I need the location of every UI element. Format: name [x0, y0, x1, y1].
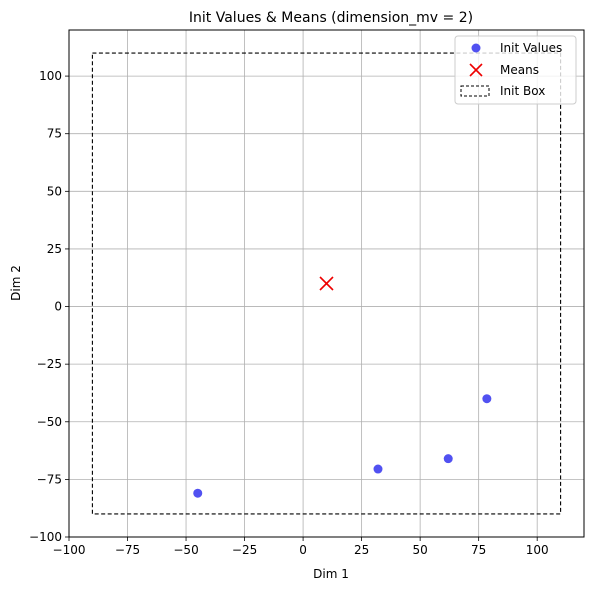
- init-value-point: [193, 488, 203, 498]
- legend-init-box-label: Init Box: [500, 84, 545, 98]
- x-tick-label: 50: [412, 543, 427, 557]
- grid: [68, 30, 584, 538]
- plot-frame: [68, 29, 585, 538]
- legend-init-box-marker: [460, 85, 490, 97]
- x-tick-label: −25: [232, 543, 257, 557]
- y-tick-label: −50: [37, 415, 62, 429]
- y-tick-label: 50: [47, 184, 62, 198]
- legend-means-label: Means: [500, 63, 539, 77]
- x-tick-label: −75: [115, 543, 140, 557]
- legend-init-values-label: Init Values: [500, 41, 562, 55]
- y-tick-label: −75: [37, 472, 62, 486]
- y-tick-label: −25: [37, 357, 62, 371]
- x-axis-label: Dim 1: [313, 567, 349, 581]
- init-value-point: [373, 464, 383, 474]
- init-value-point: [443, 454, 453, 464]
- legend-init-values-marker: [471, 43, 481, 53]
- legend: Init Values Means Init Box: [454, 35, 577, 105]
- init-box: [91, 52, 562, 515]
- legend-frame: [454, 35, 577, 105]
- init-value-point: [482, 394, 492, 404]
- x-tick-label: −50: [173, 543, 198, 557]
- ticks: −100 −75 −50 −25 0 25 50 75 100 −100 −75 −50 −25 0 25 5…: [29, 69, 549, 557]
- x-tick-label: 75: [471, 543, 486, 557]
- y-tick-label: 75: [47, 127, 62, 141]
- data-layer: [193, 276, 492, 498]
- legend-means-marker: [469, 63, 483, 77]
- init-box-rect: [91, 52, 562, 515]
- y-tick-label: −100: [29, 530, 62, 544]
- y-tick-label: 100: [39, 69, 62, 83]
- y-axis-label: Dim 2: [9, 265, 23, 301]
- x-tick-label: 25: [354, 543, 369, 557]
- y-tick-label: 25: [47, 242, 62, 256]
- y-tick-label: 0: [54, 300, 62, 314]
- x-tick-label: 0: [299, 543, 307, 557]
- x-tick-label: 100: [526, 543, 549, 557]
- x-tick-label: −100: [53, 543, 86, 557]
- chart-title: Init Values & Means (dimension_mv = 2): [189, 10, 473, 26]
- mean-point: [319, 276, 334, 291]
